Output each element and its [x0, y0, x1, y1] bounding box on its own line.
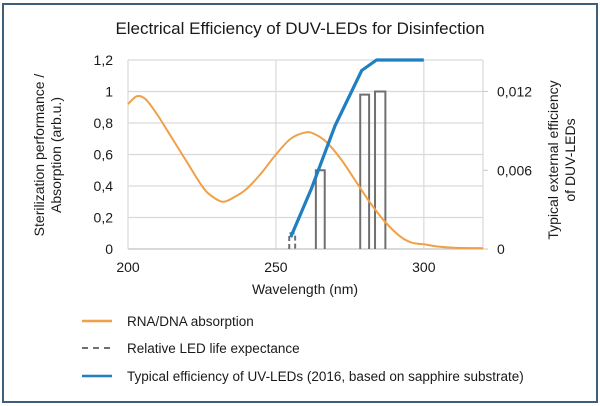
- x-tick-label: 300: [412, 259, 436, 275]
- y2-tick-label: 0,012: [497, 84, 532, 100]
- series-line-uv-led-efficiency: [289, 58, 424, 238]
- y2-tick-label: 0: [497, 241, 505, 257]
- series-line-rna-dna-absorption: [127, 94, 484, 250]
- y2-axis-label-line1: Typical external efficiency: [545, 80, 561, 239]
- series-lines: [127, 58, 484, 250]
- y-axis-label-line2: Absorption (arb.u.): [48, 97, 64, 213]
- y-axis-label-line1: Sterilization performance /: [31, 74, 47, 237]
- chart-frame: [2, 3, 598, 403]
- y-tick-label: 0,8: [94, 115, 114, 131]
- x-axis-label: Wavelength (nm): [252, 281, 358, 297]
- x-tick-label: 200: [116, 259, 140, 275]
- x-axis-ticks: 200 250 300: [116, 259, 435, 275]
- y-tick-label: 0,4: [94, 178, 114, 194]
- y2-tick-label: 0,006: [497, 162, 532, 178]
- y2-axis-label-line2: of DUV-LEDs: [562, 118, 578, 201]
- legend-label: Typical efficiency of UV-LEDs (2016, bas…: [127, 369, 524, 384]
- y-tick-label: 1,2: [94, 52, 114, 68]
- x-tick-label: 250: [264, 259, 288, 275]
- y-axis-label: Sterilization performance / Absorption (…: [31, 74, 64, 237]
- life-expectance-bar: [314, 169, 326, 249]
- y-axis-ticks: 0 0,2 0,4 0,6 0,8 1 1,2: [94, 52, 114, 257]
- y-tick-label: 1: [105, 84, 113, 100]
- y-tick-label: 0,2: [94, 210, 114, 226]
- legend-label: RNA/DNA absorption: [127, 314, 254, 329]
- y-tick-label: 0: [105, 241, 113, 257]
- life-expectance-bars: [288, 90, 387, 249]
- chart-title: Electrical Efficiency of DUV-LEDs for Di…: [115, 19, 484, 38]
- legend: RNA/DNA absorption Relative LED life expe…: [82, 314, 524, 384]
- legend-label: Relative LED life expectance: [127, 341, 300, 356]
- life-expectance-bar: [359, 93, 371, 249]
- life-expectance-bar: [374, 90, 387, 249]
- y2-axis-ticks: 0 0,006 0,012: [483, 84, 532, 257]
- y-tick-label: 0,6: [94, 147, 114, 163]
- y2-axis-label: Typical external efficiency of DUV-LEDs: [545, 80, 578, 239]
